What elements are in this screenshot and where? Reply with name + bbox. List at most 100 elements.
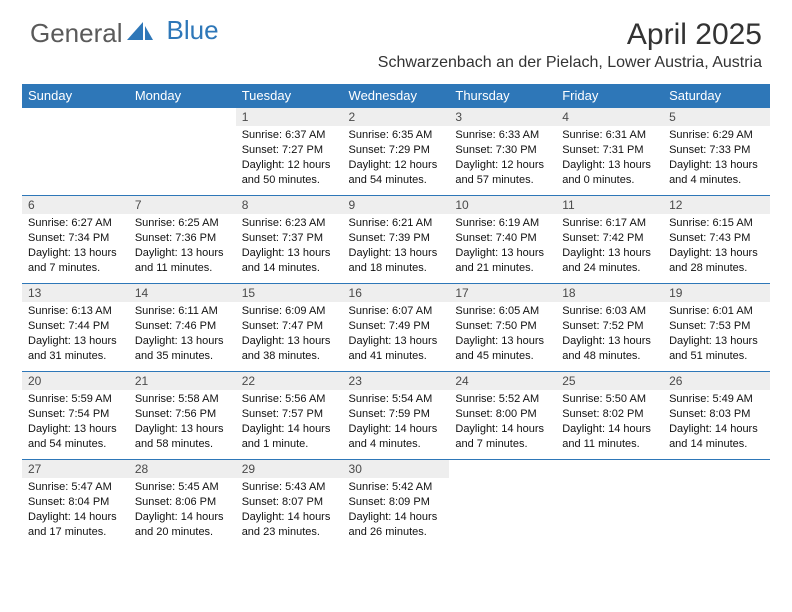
day-body: Sunrise: 6:29 AMSunset: 7:33 PMDaylight:… xyxy=(663,126,770,193)
sunset-line: Sunset: 7:42 PM xyxy=(562,231,657,246)
sunrise-line: Sunrise: 6:31 AM xyxy=(562,128,657,143)
day-body: Sunrise: 6:31 AMSunset: 7:31 PMDaylight:… xyxy=(556,126,663,193)
sunrise-line: Sunrise: 6:37 AM xyxy=(242,128,337,143)
sunset-line: Sunset: 7:33 PM xyxy=(669,143,764,158)
daylight-line: Daylight: 13 hours and 45 minutes. xyxy=(455,334,550,364)
day-body: Sunrise: 6:01 AMSunset: 7:53 PMDaylight:… xyxy=(663,302,770,369)
sunrise-line: Sunrise: 6:33 AM xyxy=(455,128,550,143)
sunrise-line: Sunrise: 5:59 AM xyxy=(28,392,123,407)
sunrise-line: Sunrise: 5:49 AM xyxy=(669,392,764,407)
sunrise-line: Sunrise: 6:29 AM xyxy=(669,128,764,143)
sunset-line: Sunset: 7:57 PM xyxy=(242,407,337,422)
day-number: 22 xyxy=(236,371,343,390)
sunrise-line: Sunrise: 6:19 AM xyxy=(455,216,550,231)
sunrise-line: Sunrise: 6:03 AM xyxy=(562,304,657,319)
sunset-line: Sunset: 8:02 PM xyxy=(562,407,657,422)
calendar-cell: 28Sunrise: 5:45 AMSunset: 8:06 PMDayligh… xyxy=(129,459,236,547)
daylight-line: Daylight: 14 hours and 1 minute. xyxy=(242,422,337,452)
day-number: 28 xyxy=(129,459,236,478)
day-number: 7 xyxy=(129,195,236,214)
daylight-line: Daylight: 12 hours and 54 minutes. xyxy=(349,158,444,188)
col-header: Monday xyxy=(129,84,236,107)
day-number: 12 xyxy=(663,195,770,214)
daylight-line: Daylight: 13 hours and 0 minutes. xyxy=(562,158,657,188)
col-header: Sunday xyxy=(22,84,129,107)
daylight-line: Daylight: 13 hours and 24 minutes. xyxy=(562,246,657,276)
sunset-line: Sunset: 8:04 PM xyxy=(28,495,123,510)
day-body: Sunrise: 6:35 AMSunset: 7:29 PMDaylight:… xyxy=(343,126,450,193)
day-body: Sunrise: 5:49 AMSunset: 8:03 PMDaylight:… xyxy=(663,390,770,457)
calendar-row: 13Sunrise: 6:13 AMSunset: 7:44 PMDayligh… xyxy=(22,283,770,371)
logo: General Blue xyxy=(30,18,219,49)
sunrise-line: Sunrise: 6:11 AM xyxy=(135,304,230,319)
daylight-line: Daylight: 13 hours and 48 minutes. xyxy=(562,334,657,364)
sunset-line: Sunset: 7:43 PM xyxy=(669,231,764,246)
calendar-cell: 25Sunrise: 5:50 AMSunset: 8:02 PMDayligh… xyxy=(556,371,663,459)
sunset-line: Sunset: 7:34 PM xyxy=(28,231,123,246)
calendar-cell: 2Sunrise: 6:35 AMSunset: 7:29 PMDaylight… xyxy=(343,107,450,195)
sunrise-line: Sunrise: 6:09 AM xyxy=(242,304,337,319)
sunset-line: Sunset: 7:52 PM xyxy=(562,319,657,334)
day-body: Sunrise: 6:27 AMSunset: 7:34 PMDaylight:… xyxy=(22,214,129,281)
day-number: 25 xyxy=(556,371,663,390)
day-number: 20 xyxy=(22,371,129,390)
logo-text-general: General xyxy=(30,18,123,49)
day-number: 23 xyxy=(343,371,450,390)
calendar-row: 6Sunrise: 6:27 AMSunset: 7:34 PMDaylight… xyxy=(22,195,770,283)
sunset-line: Sunset: 7:49 PM xyxy=(349,319,444,334)
day-number: 3 xyxy=(449,107,556,126)
calendar-cell: 9Sunrise: 6:21 AMSunset: 7:39 PMDaylight… xyxy=(343,195,450,283)
calendar-body: 1 Sunrise: 6:37 AMSunset: 7:27 PM Daylight… xyxy=(22,107,770,547)
day-body: Sunrise: 5:56 AMSunset: 7:57 PMDaylight:… xyxy=(236,390,343,457)
day-body: Sunrise: 6:07 AMSunset: 7:49 PMDaylight:… xyxy=(343,302,450,369)
calendar-cell: 17Sunrise: 6:05 AMSunset: 7:50 PMDayligh… xyxy=(449,283,556,371)
sunset-line: Sunset: 8:00 PM xyxy=(455,407,550,422)
sunrise-line: Sunrise: 5:54 AM xyxy=(349,392,444,407)
sail-icon xyxy=(127,18,153,49)
calendar-cell: 18 Sunrise: 6:03 AMSunset: 7:52 PMDayligh… xyxy=(556,283,663,371)
sunset-line: Sunset: 8:07 PM xyxy=(242,495,337,510)
sunrise-line: Sunrise: 6:25 AM xyxy=(135,216,230,231)
sunrise-line: Sunrise: 6:13 AM xyxy=(28,304,123,319)
day-number: 26 xyxy=(663,371,770,390)
sunrise-line: Sunrise: 6:35 AM xyxy=(349,128,444,143)
sunset-line: Sunset: 7:46 PM xyxy=(135,319,230,334)
calendar-row: 27 Sunrise: 5:47 AMSunset: 8:04 PM Dayligh… xyxy=(22,459,770,547)
day-body: Sunrise: 6:11 AMSunset: 7:46 PMDaylight:… xyxy=(129,302,236,369)
calendar-cell: 14Sunrise: 6:11 AMSunset: 7:46 PMDayligh… xyxy=(129,283,236,371)
calendar-cell: 7Sunrise: 6:25 AMSunset: 7:36 PMDaylight… xyxy=(129,195,236,283)
daylight-line: Daylight: 14 hours and 23 minutes. xyxy=(242,510,337,540)
daylight-line: Daylight: 14 hours and 26 minutes. xyxy=(349,510,444,540)
day-body: Sunrise: 6:17 AMSunset: 7:42 PMDaylight:… xyxy=(556,214,663,281)
daylight-line: Daylight: 13 hours and 14 minutes. xyxy=(242,246,337,276)
day-number: 24 xyxy=(449,371,556,390)
location: Schwarzenbach an der Pielach, Lower Aust… xyxy=(378,54,762,72)
day-body: Sunrise: 5:50 AMSunset: 8:02 PMDaylight:… xyxy=(556,390,663,457)
day-number: 4 xyxy=(556,107,663,126)
day-body: Sunrise: 6:25 AMSunset: 7:36 PMDaylight:… xyxy=(129,214,236,281)
day-number: 29 xyxy=(236,459,343,478)
sunrise-line: Sunrise: 5:52 AM xyxy=(455,392,550,407)
calendar-cell: 16Sunrise: 6:07 AMSunset: 7:49 PMDayligh… xyxy=(343,283,450,371)
day-number: 18 xyxy=(556,283,663,302)
day-number: 8 xyxy=(236,195,343,214)
col-header: Tuesday xyxy=(236,84,343,107)
header: General Blue April 2025 Schwarzenbach an… xyxy=(0,0,792,76)
calendar-cell: 3Sunrise: 6:33 AMSunset: 7:30 PMDaylight… xyxy=(449,107,556,195)
sunset-line: Sunset: 7:27 PM xyxy=(242,143,337,158)
sunset-line: Sunset: 8:06 PM xyxy=(135,495,230,510)
day-number: 19 xyxy=(663,283,770,302)
sunrise-line: Sunrise: 5:47 AM xyxy=(28,480,123,495)
day-number: 9 xyxy=(343,195,450,214)
day-number: 27 xyxy=(22,459,129,478)
daylight-line: Daylight: 13 hours and 21 minutes. xyxy=(455,246,550,276)
sunrise-line: Sunrise: 6:21 AM xyxy=(349,216,444,231)
calendar-cell: 21Sunrise: 5:58 AMSunset: 7:56 PMDayligh… xyxy=(129,371,236,459)
calendar-cell: 1Sunrise: 6:37 AMSunset: 7:27 PMDaylight… xyxy=(236,107,343,195)
sunset-line: Sunset: 7:56 PM xyxy=(135,407,230,422)
calendar-head: SundayMondayTuesdayWednesdayThursdayFrid… xyxy=(22,84,770,107)
day-body: Sunrise: 5:45 AMSunset: 8:06 PMDaylight:… xyxy=(129,478,236,545)
day-body: Sunrise: 5:43 AMSunset: 8:07 PMDaylight:… xyxy=(236,478,343,545)
calendar-cell: 12Sunrise: 6:15 AMSunset: 7:43 PMDayligh… xyxy=(663,195,770,283)
day-number: 1 xyxy=(236,107,343,126)
